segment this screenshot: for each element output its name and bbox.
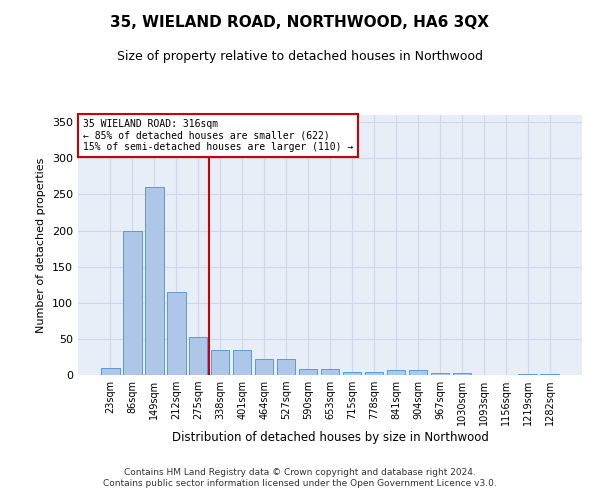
Bar xyxy=(409,370,427,375)
Bar xyxy=(320,369,340,375)
Text: Contains HM Land Registry data © Crown copyright and database right 2024.
Contai: Contains HM Land Registry data © Crown c… xyxy=(103,468,497,487)
Bar xyxy=(365,372,383,375)
Bar xyxy=(277,359,295,375)
Text: 35 WIELAND ROAD: 316sqm
← 85% of detached houses are smaller (622)
15% of semi-d: 35 WIELAND ROAD: 316sqm ← 85% of detache… xyxy=(83,119,353,152)
Bar xyxy=(189,336,208,375)
X-axis label: Distribution of detached houses by size in Northwood: Distribution of detached houses by size … xyxy=(172,431,488,444)
Bar xyxy=(255,359,274,375)
Bar xyxy=(233,350,251,375)
Bar xyxy=(123,230,142,375)
Text: Size of property relative to detached houses in Northwood: Size of property relative to detached ho… xyxy=(117,50,483,63)
Bar xyxy=(541,374,559,375)
Bar xyxy=(431,373,449,375)
Bar xyxy=(101,368,119,375)
Y-axis label: Number of detached properties: Number of detached properties xyxy=(37,158,46,332)
Bar xyxy=(386,370,405,375)
Bar xyxy=(167,292,185,375)
Bar xyxy=(145,187,164,375)
Bar xyxy=(211,350,229,375)
Bar xyxy=(518,374,537,375)
Bar xyxy=(452,373,471,375)
Text: 35, WIELAND ROAD, NORTHWOOD, HA6 3QX: 35, WIELAND ROAD, NORTHWOOD, HA6 3QX xyxy=(110,15,490,30)
Bar xyxy=(299,369,317,375)
Bar xyxy=(343,372,361,375)
